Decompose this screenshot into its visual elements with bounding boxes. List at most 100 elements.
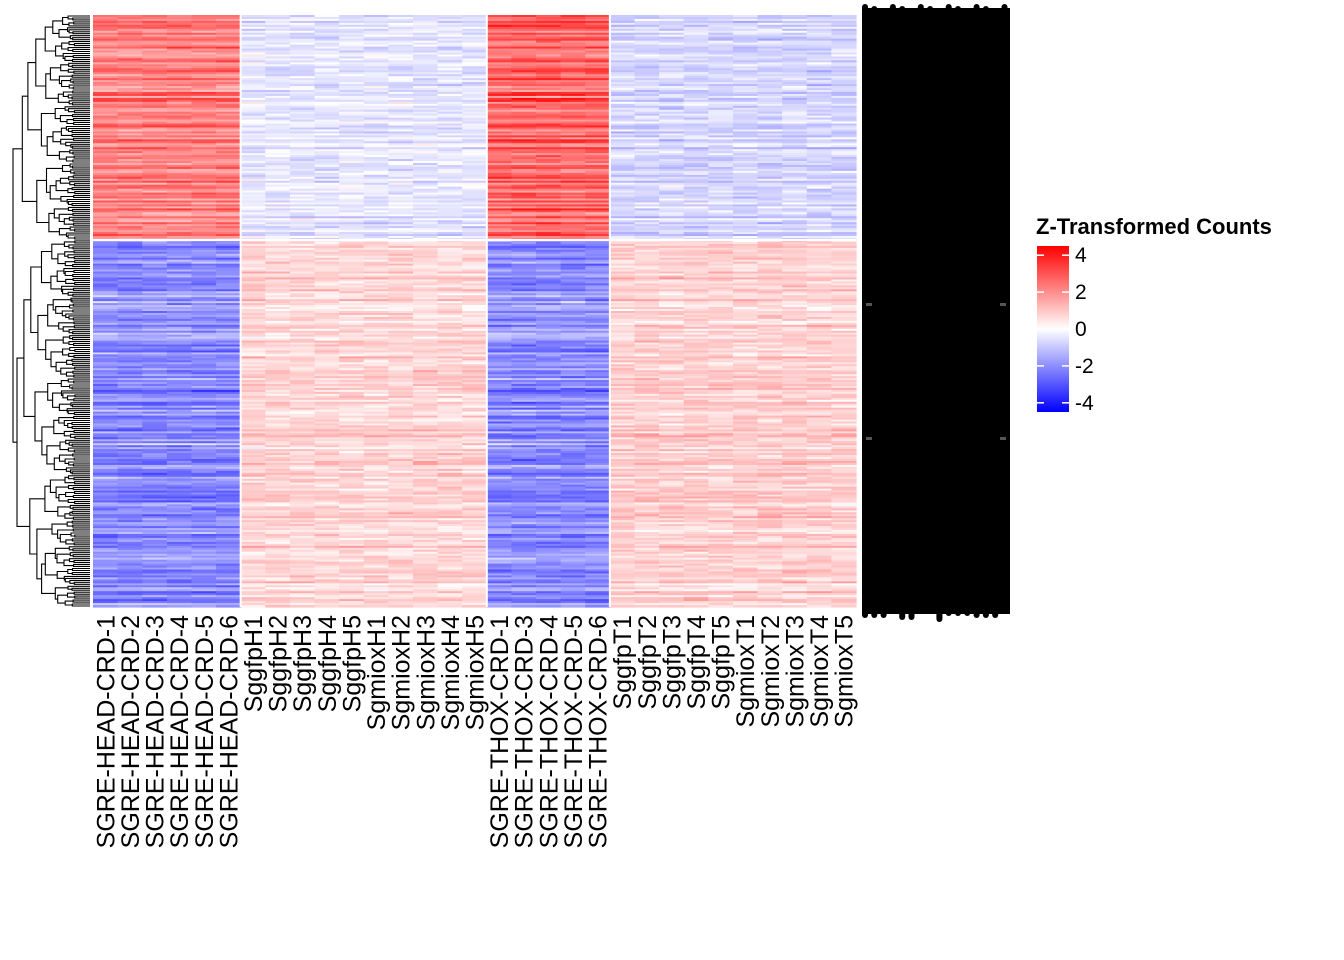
heatmap-cell: [806, 52, 832, 56]
heatmap-cell: [412, 186, 439, 190]
heatmap-cell: [240, 60, 266, 63]
heatmap-cell: [659, 15, 685, 18]
heatmap-cell: [388, 76, 414, 79]
heatmap-cell: [339, 301, 365, 304]
heatmap-cell: [265, 261, 291, 265]
heatmap-cell: [289, 267, 316, 271]
heatmap-cell: [437, 224, 463, 227]
heatmap-cell: [363, 123, 389, 127]
heatmap-cell: [634, 52, 660, 56]
heatmap-cell: [191, 141, 217, 144]
heatmap-cell: [388, 245, 414, 249]
heatmap-cell: [142, 188, 168, 192]
heatmap-cell: [708, 220, 734, 223]
heatmap-cell: [782, 168, 808, 172]
heatmap-cell: [536, 60, 562, 63]
heatmap-cell: [142, 164, 168, 168]
heatmap-cell: [732, 121, 759, 125]
heatmap-cell: [659, 279, 685, 282]
heatmap-cell: [166, 301, 193, 304]
heatmap-cell: [240, 22, 266, 26]
heatmap-cell: [339, 66, 365, 69]
heatmap-cell: [683, 60, 709, 63]
heatmap-cell: [289, 127, 316, 131]
heatmap-cell: [511, 159, 537, 162]
heatmap-cell: [831, 133, 857, 136]
heatmap-cell: [289, 206, 316, 209]
heatmap-cell: [462, 153, 488, 156]
heatmap-cell: [462, 261, 488, 265]
heatmap-cell: [486, 52, 513, 56]
heatmap-cell: [806, 28, 832, 32]
heatmap-cell: [782, 271, 808, 275]
heatmap-cell: [117, 145, 143, 148]
heatmap-cell: [437, 297, 463, 300]
heatmap-cell: [412, 101, 439, 105]
heatmap-cell: [142, 200, 168, 204]
heatmap-cell: [782, 28, 808, 32]
heatmap-cell: [831, 287, 857, 290]
heatmap-cell: [363, 212, 389, 215]
heatmap-cell: [191, 204, 217, 208]
heatmap-cell: [806, 228, 832, 231]
heatmap-cell: [585, 265, 611, 269]
heatmap-cell: [511, 93, 537, 97]
heatmap-cell: [93, 273, 119, 277]
heatmap-cell: [191, 188, 217, 192]
heatmap-cell: [757, 28, 783, 32]
heatmap-cell: [437, 46, 463, 50]
heatmap-cell: [265, 239, 291, 243]
heatmap-cell: [93, 68, 119, 71]
dendrogram-branch: [71, 58, 90, 62]
heatmap-cell: [240, 170, 266, 174]
heatmap-cell: [117, 48, 143, 52]
heatmap-cell: [166, 289, 193, 292]
heatmap-cell: [437, 28, 463, 32]
heatmap-cell: [585, 70, 611, 73]
heatmap-cell: [166, 58, 193, 61]
heatmap-cell: [732, 291, 759, 294]
heatmap-cell: [437, 234, 463, 237]
heatmap-cell: [117, 115, 143, 119]
heatmap-cell: [216, 52, 242, 56]
heatmap-cell: [609, 291, 636, 294]
heatmap-cell: [486, 222, 513, 225]
heatmap-cell: [117, 82, 143, 85]
heatmap-cell: [560, 48, 586, 52]
heatmap-cell: [339, 145, 365, 148]
heatmap-cell: [634, 109, 660, 113]
heatmap-cell: [511, 121, 537, 125]
heatmap-cell: [659, 66, 685, 69]
heatmap-cell: [437, 305, 463, 308]
heatmap-cell: [585, 66, 611, 69]
heatmap-cell: [265, 89, 291, 93]
heatmap-cell: [166, 291, 193, 294]
heatmap-cell: [486, 251, 513, 255]
heatmap-cell: [216, 251, 242, 255]
heatmap-cell: [240, 253, 266, 257]
heatmap-cell: [265, 40, 291, 44]
heatmap-cell: [240, 157, 266, 160]
heatmap-cell: [117, 265, 143, 269]
heatmap-cell: [412, 261, 439, 265]
heatmap-cell: [536, 68, 562, 71]
heatmap-cell: [659, 236, 685, 239]
heatmap-cell: [831, 153, 857, 156]
heatmap-cell: [462, 311, 488, 314]
heatmap-cell: [634, 42, 660, 46]
heatmap-cell: [265, 153, 291, 156]
heatmap-cell: [462, 86, 488, 89]
heatmap-cell: [659, 299, 685, 302]
heatmap-cell: [782, 20, 808, 24]
heatmap-cell: [191, 66, 217, 69]
heatmap-cell: [289, 184, 316, 188]
heatmap-cell: [412, 277, 439, 281]
dendrogram-branch: [27, 62, 42, 131]
heatmap-cell: [732, 137, 759, 140]
heatmap-cell: [782, 166, 808, 170]
heatmap-cell: [585, 263, 611, 267]
heatmap-cell: [314, 267, 340, 271]
heatmap-cell: [708, 58, 734, 61]
heatmap-cell: [462, 50, 488, 54]
heatmap-cell: [560, 38, 586, 42]
